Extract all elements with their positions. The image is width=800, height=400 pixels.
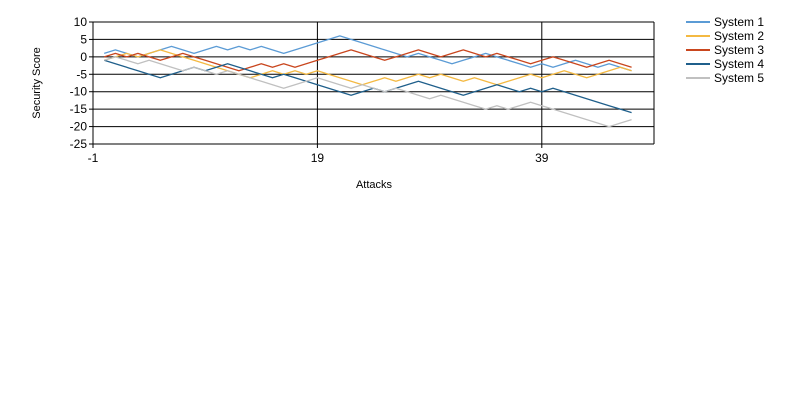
y-tick-label: -20 <box>70 120 88 134</box>
x-axis-title: Attacks <box>356 179 393 191</box>
legend-label-3: System 3 <box>714 43 764 57</box>
y-axis-title: Security Score <box>31 47 43 119</box>
y-tick-label: -10 <box>70 85 88 99</box>
legend-label-1: System 1 <box>714 15 764 29</box>
tick-labels: 10 5 0 -5 -10 -15 -20 -25-1 19 39 <box>70 15 549 165</box>
y-tick-label: 5 <box>80 32 87 46</box>
grid <box>92 21 654 145</box>
legend-label-4: System 4 <box>714 57 764 71</box>
series-line-1 <box>104 35 632 72</box>
y-tick-label: -5 <box>76 67 87 81</box>
series-line-5 <box>104 56 632 128</box>
y-tick-label: -15 <box>70 102 88 116</box>
series-lines <box>104 35 632 128</box>
x-tick-label: 19 <box>311 151 325 165</box>
x-tick-label: 39 <box>535 151 549 165</box>
legend-label-2: System 2 <box>714 29 764 43</box>
x-tick-label: -1 <box>88 151 99 165</box>
legend-label-5: System 5 <box>714 71 764 85</box>
series-line-2 <box>104 49 632 86</box>
y-tick-label: 10 <box>74 15 88 29</box>
y-tick-label: -25 <box>70 137 88 151</box>
y-tick-label: 0 <box>80 50 87 64</box>
axes <box>89 21 655 148</box>
series-line-3 <box>104 49 632 72</box>
